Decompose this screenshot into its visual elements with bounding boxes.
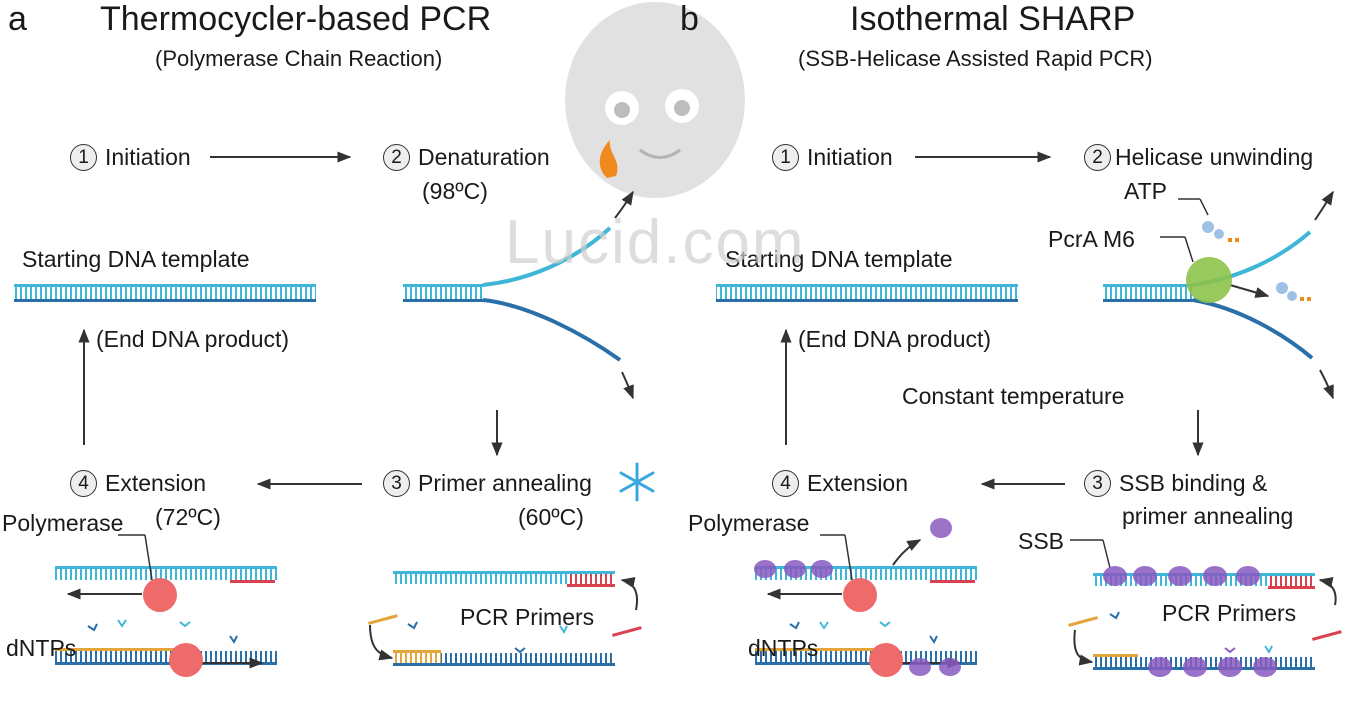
polymerase-b-top xyxy=(843,578,877,612)
panel-b-step-3: 3 SSB binding & xyxy=(1084,470,1267,497)
atp-molecules xyxy=(1202,221,1311,301)
step-label: Initiation xyxy=(105,144,191,170)
watermark-text: Lucid.com xyxy=(505,208,806,277)
polymerase-label-a: Polymerase xyxy=(2,510,124,536)
pcr-primers-label-a: PCR Primers xyxy=(460,604,595,630)
dna-denaturing-a xyxy=(403,190,634,400)
panel-a-subtitle: (Polymerase Chain Reaction) xyxy=(155,46,443,71)
step-label: Initiation xyxy=(807,144,893,170)
panel-b-step-4: 4 Extension xyxy=(772,470,908,497)
dntps-label-b: dNTPs xyxy=(748,635,819,661)
step-number-badge: 3 xyxy=(1084,470,1111,497)
step-number-badge: 1 xyxy=(772,144,799,171)
step-label: Denaturation xyxy=(418,144,550,170)
dna-annealing-a xyxy=(367,571,642,666)
step-number-badge: 4 xyxy=(70,470,97,497)
panel-b-step-2: 2 Helicase unwinding xyxy=(1084,144,1313,171)
dntps-label-a: dNTPs xyxy=(6,635,77,661)
polymerase-b-bottom xyxy=(869,643,903,677)
dna-extension-a xyxy=(55,534,277,669)
dna-extension-b xyxy=(755,534,977,669)
panel-b-title: Isothermal SHARP xyxy=(850,0,1136,38)
flame-icon xyxy=(599,140,618,178)
dna-template-a xyxy=(14,284,316,302)
panel-a-step-1: 1 Initiation xyxy=(70,144,191,171)
constant-temperature-label: Constant temperature xyxy=(902,383,1125,409)
step3-line2: primer annealing xyxy=(1122,503,1294,529)
panel-b-step-1: 1 Initiation xyxy=(772,144,893,171)
step-number-badge: 2 xyxy=(1084,144,1111,171)
snowflake-icon xyxy=(619,462,655,502)
step-number-badge: 4 xyxy=(772,470,799,497)
step-number-badge: 3 xyxy=(383,470,410,497)
step-number-badge: 1 xyxy=(70,144,97,171)
end-product-b: (End DNA product) xyxy=(798,326,992,352)
pcr-primers-label-b: PCR Primers xyxy=(1162,600,1297,626)
panel-a-letter: a xyxy=(8,0,27,38)
watermark-logo xyxy=(565,2,745,198)
extension-temp: (72ºC) xyxy=(155,504,221,530)
ssb-proteins-b xyxy=(1103,566,1277,677)
panel-a-step-3: 3 Primer annealing xyxy=(383,470,592,497)
step-label: Extension xyxy=(807,470,909,496)
polymerase-a-bottom xyxy=(169,643,203,677)
panel-b-letter: b xyxy=(680,0,699,38)
panel-a-title: Thermocycler-based PCR xyxy=(100,0,492,38)
helicase-pcra xyxy=(1186,257,1232,303)
starting-template-a: Starting DNA template xyxy=(22,246,250,272)
annealing-temp: (60ºC) xyxy=(518,504,584,530)
atp-label: ATP xyxy=(1124,178,1168,204)
ssb-label: SSB xyxy=(1018,528,1065,554)
end-product-a: (End DNA product) xyxy=(96,326,290,352)
panel-a-step-4: 4 Extension xyxy=(70,470,206,497)
dna-template-b xyxy=(716,284,1018,302)
dntp-molecules xyxy=(87,611,1273,654)
step-label: Helicase unwinding xyxy=(1115,144,1314,170)
ssb-proteins-ext-b xyxy=(754,518,961,676)
panel-b-subtitle: (SSB-Helicase Assisted Rapid PCR) xyxy=(798,46,1153,71)
panel-a-step-2: 2 Denaturation xyxy=(383,144,550,171)
polymerase-label-b: Polymerase xyxy=(688,510,810,536)
step-label: Primer annealing xyxy=(418,470,592,496)
step-label: Extension xyxy=(105,470,207,496)
polymerase-a-top xyxy=(143,578,177,612)
step-label: SSB binding & xyxy=(1119,470,1268,496)
denaturation-temp: (98ºC) xyxy=(422,178,488,204)
step-number-badge: 2 xyxy=(383,144,410,171)
pcra-label: PcrA M6 xyxy=(1048,226,1135,252)
starting-template-b: Starting DNA template xyxy=(725,246,953,272)
